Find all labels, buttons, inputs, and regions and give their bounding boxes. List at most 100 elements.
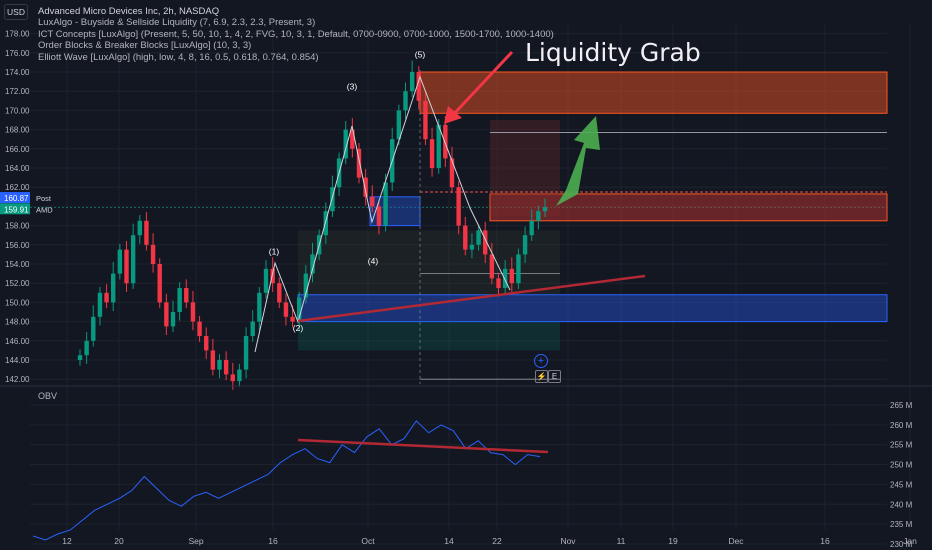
candle-body bbox=[350, 129, 355, 149]
support-trendline bbox=[297, 274, 646, 323]
annotation-arrows bbox=[444, 50, 600, 206]
time-tick-label: 11 bbox=[617, 536, 626, 546]
last-price-tag bbox=[0, 203, 30, 215]
obv-label: OBV bbox=[38, 391, 58, 401]
candle-body bbox=[489, 254, 495, 279]
post-value: 160.87 bbox=[4, 194, 29, 203]
candle-body bbox=[423, 100, 428, 140]
candle-body bbox=[84, 340, 89, 356]
candle-body bbox=[170, 312, 176, 327]
time-tick-label: 22 bbox=[492, 536, 502, 546]
candle-body bbox=[303, 273, 309, 298]
bullish-order-block bbox=[297, 294, 888, 323]
obv-tick-label: 265 M bbox=[890, 401, 913, 410]
overlay-lines bbox=[254, 75, 646, 353]
candle-body bbox=[323, 211, 328, 236]
order-block-zones bbox=[297, 70, 888, 384]
price-tick-label: 166.00 bbox=[5, 145, 30, 154]
candle-body bbox=[130, 235, 136, 284]
candle-body bbox=[529, 220, 534, 236]
candle-body bbox=[330, 187, 335, 212]
add-button[interactable]: + bbox=[534, 354, 548, 368]
time-tick-label: 16 bbox=[820, 536, 830, 546]
candle-body bbox=[456, 187, 461, 226]
price-tick-label: 178.00 bbox=[5, 30, 30, 39]
indicator-4[interactable]: Elliott Wave [LuxAlgo] (high, low, 4, 8,… bbox=[38, 51, 319, 63]
obv-tick-label: 235 M bbox=[890, 520, 913, 529]
obv-tick-label: 255 M bbox=[890, 441, 913, 450]
time-tick-label: 20 bbox=[114, 536, 124, 546]
obv-tick-label: 245 M bbox=[890, 480, 913, 489]
price-tick-label: 156.00 bbox=[5, 241, 30, 250]
candle-body bbox=[190, 302, 196, 322]
red-arrow-head bbox=[444, 106, 462, 124]
obv-pane bbox=[32, 420, 549, 541]
candle-body bbox=[502, 268, 508, 288]
candle-body bbox=[137, 220, 142, 236]
indicator-1[interactable]: LuxAlgo - Buyside & Sellside Liquidity (… bbox=[38, 17, 316, 29]
price-tick-label: 150.00 bbox=[5, 298, 30, 307]
candle-body bbox=[516, 254, 521, 284]
candle-body bbox=[157, 264, 162, 303]
time-tick-label: 16 bbox=[268, 536, 278, 546]
candle-body bbox=[277, 283, 282, 303]
time-tick-label: Oct bbox=[361, 536, 375, 546]
alert-icon[interactable]: ⚡ bbox=[535, 370, 548, 383]
candle-body bbox=[469, 244, 475, 250]
candle-body bbox=[283, 302, 289, 317]
candle-body bbox=[396, 110, 402, 140]
candle-body bbox=[310, 254, 315, 274]
candle-body bbox=[429, 139, 435, 168]
candle-body bbox=[376, 206, 382, 226]
candle-body bbox=[343, 129, 348, 159]
wave-label: (3) bbox=[347, 81, 358, 91]
candle-body bbox=[184, 288, 189, 303]
wave-label: (1) bbox=[269, 246, 280, 256]
price-tick-label: 172.00 bbox=[5, 87, 30, 96]
candle-body bbox=[210, 350, 216, 370]
last-price-label: AMD bbox=[36, 205, 53, 214]
green-arrow bbox=[556, 116, 600, 206]
candle-body bbox=[270, 268, 275, 284]
red-arrow-shaft bbox=[450, 50, 514, 118]
candle-body bbox=[250, 321, 255, 336]
candle-body bbox=[124, 249, 129, 284]
candle-body bbox=[356, 148, 362, 178]
price-tick-label: 148.00 bbox=[5, 318, 30, 327]
candle-body bbox=[197, 321, 202, 336]
candle-body bbox=[230, 374, 235, 382]
indicator-2[interactable]: ICT Concepts [LuxAlgo] (Present, 5, 50, … bbox=[38, 28, 554, 40]
axes: 142.00 144.00 146.00 148.00 150.00 152.00 154.… bbox=[0, 30, 932, 549]
candle-body bbox=[536, 211, 541, 221]
price-tick-label: 154.00 bbox=[5, 260, 30, 269]
currency-button[interactable]: USD bbox=[4, 4, 28, 20]
candle-body bbox=[150, 244, 156, 264]
time-tick-label: Sep bbox=[188, 536, 203, 546]
e-button[interactable]: E bbox=[548, 370, 561, 383]
price-tags: 160.87 Post 159.91 AMD bbox=[0, 192, 53, 215]
candle-body bbox=[177, 288, 182, 312]
candle-body bbox=[476, 230, 481, 245]
symbol-title[interactable]: Advanced Micro Devices Inc, 2h, NASDAQ bbox=[38, 6, 220, 17]
candle-body bbox=[217, 360, 222, 370]
indicator-3[interactable]: Order Blocks & Breaker Blocks [LuxAlgo] … bbox=[38, 40, 252, 52]
bearish-fvg bbox=[490, 120, 560, 216]
time-tick-label: Dec bbox=[728, 536, 744, 546]
candle-body bbox=[403, 91, 408, 111]
price-tick-label: 158.00 bbox=[5, 222, 30, 231]
obv-tick-label: 240 M bbox=[890, 500, 913, 509]
candle-body bbox=[237, 369, 242, 382]
candle-body bbox=[363, 177, 368, 197]
elliott-wave-labels: (1) (2) (3) (4) (5) bbox=[269, 50, 426, 334]
post-tag bbox=[0, 192, 30, 204]
time-tick-label: 12 bbox=[62, 536, 72, 546]
candle-body bbox=[443, 124, 448, 159]
liquidity-grab-annotation: Liquidity Grab bbox=[525, 38, 701, 67]
time-tick-label: 19 bbox=[668, 536, 678, 546]
candle-body bbox=[409, 72, 415, 92]
last-price-value: 159.91 bbox=[4, 205, 29, 214]
candle-body bbox=[243, 336, 249, 370]
candle-body bbox=[416, 72, 421, 101]
candlesticks bbox=[77, 60, 548, 390]
